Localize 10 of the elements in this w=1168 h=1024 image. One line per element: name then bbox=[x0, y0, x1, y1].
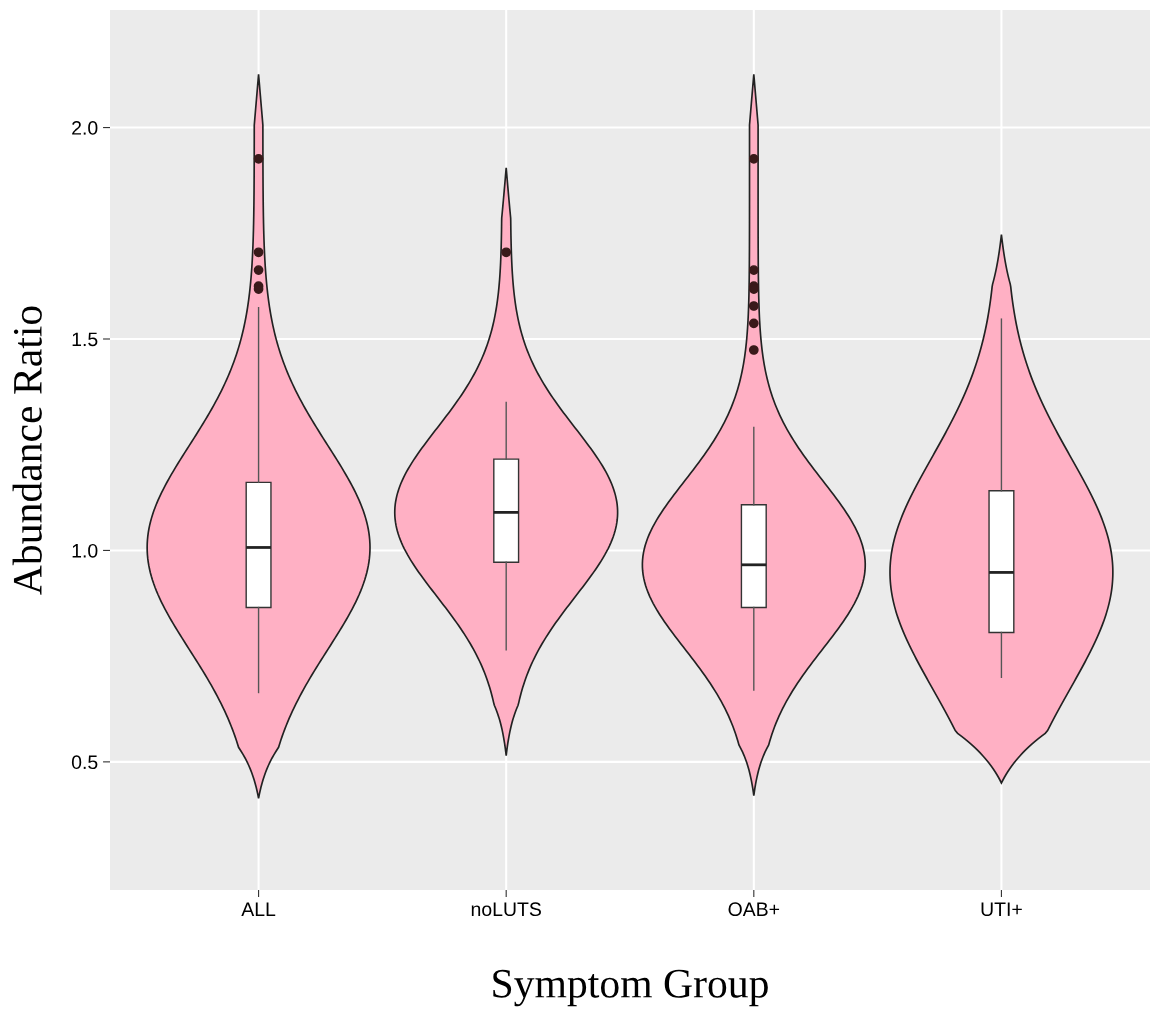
x-tick-label: ALL bbox=[241, 902, 276, 916]
y-tick-label: 1.0 bbox=[72, 543, 98, 558]
x-tick-label: OAB+ bbox=[728, 902, 780, 917]
y-tick-label: 1.5 bbox=[72, 332, 98, 347]
x-tick-label: noLUTS bbox=[471, 902, 541, 917]
y-axis-title: Abundance Ratio bbox=[12, 306, 42, 595]
x-axis-title: Symptom Group bbox=[493, 969, 768, 1007]
y-tick-label: 2.0 bbox=[72, 121, 98, 135]
y-tick-label: 0.5 bbox=[71, 755, 98, 770]
x-tick-label: UTI+ bbox=[981, 902, 1022, 917]
